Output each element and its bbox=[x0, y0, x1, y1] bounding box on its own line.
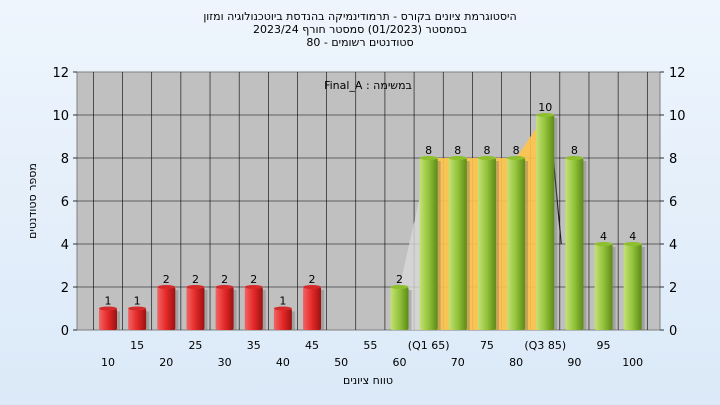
x-tick-label: 95 bbox=[597, 339, 611, 352]
bar-cap bbox=[623, 242, 642, 246]
x-tick-label: 60 bbox=[393, 356, 407, 369]
bar-cap bbox=[565, 156, 584, 160]
bar-value-label: 8 bbox=[513, 144, 520, 157]
bar-value-label: 1 bbox=[105, 295, 112, 308]
bar-cap bbox=[99, 306, 117, 311]
bar-60 bbox=[390, 287, 409, 330]
x-tick-label: 45 bbox=[305, 339, 319, 352]
bar-cap bbox=[273, 306, 292, 311]
bar-cap bbox=[244, 285, 263, 289]
bar-45 bbox=[303, 287, 322, 330]
x-tick-label: 55 bbox=[363, 339, 377, 352]
x-tick-label: (Q1 65) bbox=[408, 339, 450, 352]
y-tick-label-left: 6 bbox=[61, 195, 69, 210]
bar-value-label: 2 bbox=[192, 273, 199, 286]
bar-75 bbox=[477, 158, 496, 330]
bar-cap bbox=[390, 285, 409, 289]
bar-cap bbox=[448, 156, 467, 160]
bar-cap bbox=[186, 285, 205, 289]
x-tick-label: 50 bbox=[334, 356, 348, 369]
bar-value-label: 4 bbox=[600, 230, 607, 243]
bar-value-label: 2 bbox=[396, 273, 403, 286]
y-tick-label-left: 10 bbox=[52, 109, 69, 124]
y-tick-label-left: 12 bbox=[52, 66, 69, 81]
bar-90 bbox=[565, 158, 584, 330]
bar-35 bbox=[244, 287, 263, 330]
x-tick-label: 40 bbox=[276, 356, 290, 369]
y-tick-label-right: 10 bbox=[669, 109, 686, 124]
x-tick-label: 25 bbox=[188, 339, 202, 352]
bar-cap bbox=[536, 113, 555, 117]
y-tick-label-left: 8 bbox=[61, 152, 69, 167]
chart-subtitle-registered: סטודנטים רשומים - 80 bbox=[306, 36, 414, 49]
bar-value-label: 8 bbox=[571, 144, 578, 157]
bar-100 bbox=[623, 244, 642, 330]
bar-cap bbox=[594, 242, 613, 246]
bar-95 bbox=[594, 244, 613, 330]
chart-title: היסטוגרמת ציונים בקורס - תרמודינמיקה בהנ… bbox=[203, 10, 517, 23]
x-tick-label: 80 bbox=[509, 356, 523, 369]
bar-80 bbox=[507, 158, 526, 330]
x-tick-label: 30 bbox=[218, 356, 232, 369]
y-tick-label-right: 4 bbox=[669, 238, 677, 253]
bar-value-label: 2 bbox=[250, 273, 257, 286]
bar-70 bbox=[448, 158, 467, 330]
chart-subtitle-semester: בסמסטר (01/2023) סמסטר חורף 2023/24 bbox=[253, 23, 467, 36]
bar-value-label: 8 bbox=[454, 144, 461, 157]
x-tick-label: 35 bbox=[247, 339, 261, 352]
bar-value-label: 2 bbox=[309, 273, 316, 286]
bar-65 bbox=[419, 158, 438, 330]
bar-85 bbox=[536, 115, 555, 330]
x-tick-label: 75 bbox=[480, 339, 494, 352]
x-tick-label: 10 bbox=[101, 356, 115, 369]
y-tick-label-right: 12 bbox=[669, 66, 686, 81]
x-tick-label: 70 bbox=[451, 356, 465, 369]
bar-cap bbox=[303, 285, 322, 289]
bar-30 bbox=[215, 287, 234, 330]
bar-value-label: 10 bbox=[538, 101, 552, 114]
x-tick-label: 100 bbox=[622, 356, 643, 369]
bar-value-label: 1 bbox=[134, 295, 141, 308]
x-tick-label: (Q3 85) bbox=[524, 339, 566, 352]
task-annotation: במשימה : Final_A bbox=[324, 79, 412, 92]
y-tick-label-left: 2 bbox=[61, 281, 69, 296]
bar-cap bbox=[419, 156, 438, 160]
bar-cap bbox=[507, 156, 526, 160]
x-tick-label: 15 bbox=[130, 339, 144, 352]
y-tick-label-right: 6 bbox=[669, 195, 677, 210]
bar-value-label: 8 bbox=[425, 144, 432, 157]
y-tick-label-right: 8 bbox=[669, 152, 677, 167]
y-tick-label-right: 0 bbox=[669, 324, 677, 339]
x-tick-label: 90 bbox=[567, 356, 581, 369]
bar-cap bbox=[128, 306, 147, 311]
bar-15 bbox=[128, 308, 147, 330]
bar-cap bbox=[477, 156, 496, 160]
bar-20 bbox=[157, 287, 176, 330]
x-axis-label: טווח ציונים bbox=[343, 374, 393, 387]
bar-40 bbox=[273, 308, 292, 330]
y-tick-label-right: 2 bbox=[669, 281, 677, 296]
bar-value-label: 4 bbox=[629, 230, 636, 243]
bar-cap bbox=[215, 285, 234, 289]
x-tick-label: 20 bbox=[159, 356, 173, 369]
bar-value-label: 2 bbox=[163, 273, 170, 286]
bar-value-label: 8 bbox=[483, 144, 490, 157]
bar-10 bbox=[99, 308, 117, 330]
bar-value-label: 2 bbox=[221, 273, 228, 286]
y-tick-label-left: 4 bbox=[61, 238, 69, 253]
bar-25 bbox=[186, 287, 205, 330]
bar-value-label: 1 bbox=[279, 295, 286, 308]
bar-cap bbox=[157, 285, 176, 289]
y-axis-label: מספר סטודנטים bbox=[26, 163, 39, 239]
y-tick-label-left: 0 bbox=[61, 324, 69, 339]
